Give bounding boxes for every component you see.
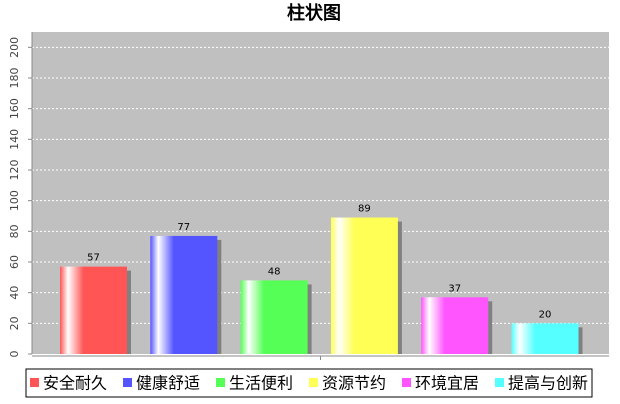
data-label: 89 (358, 204, 371, 215)
legend-label: 生活便利 (229, 374, 293, 393)
bar (511, 323, 579, 354)
bar (240, 280, 308, 354)
y-tick-label: 40 (8, 286, 21, 300)
y-tick-label: 140 (8, 129, 21, 150)
legend-label: 安全耐久 (43, 374, 107, 393)
y-tick-label: 60 (8, 255, 21, 269)
legend-swatch (495, 378, 504, 387)
legend-swatch (123, 378, 132, 387)
legend-swatch (30, 378, 39, 387)
bar (421, 297, 489, 354)
data-label: 37 (448, 283, 461, 294)
data-label: 57 (87, 253, 100, 264)
chart-title: 柱状图 (287, 2, 341, 24)
data-label: 48 (268, 266, 281, 277)
y-tick-label: 180 (8, 68, 21, 89)
data-label: 20 (539, 309, 552, 320)
y-tick-label: 120 (8, 160, 21, 181)
y-tick-label: 160 (8, 98, 21, 119)
y-tick-label: 100 (8, 190, 21, 211)
legend-label: 资源节约 (322, 374, 386, 393)
bar (330, 217, 398, 354)
y-tick-label: 0 (8, 351, 21, 358)
y-tick-label: 200 (8, 37, 21, 58)
legend-label: 提高与创新 (508, 374, 588, 393)
legend-swatch (402, 378, 411, 387)
y-tick-label: 20 (8, 316, 21, 330)
legend-swatch (309, 378, 318, 387)
data-label: 77 (177, 222, 190, 233)
y-tick-label: 80 (8, 224, 21, 238)
bar (60, 266, 127, 354)
legend-label: 健康舒适 (136, 374, 200, 393)
legend-swatch (216, 378, 225, 387)
legend-label: 环境宜居 (415, 374, 479, 393)
bar (150, 235, 218, 354)
